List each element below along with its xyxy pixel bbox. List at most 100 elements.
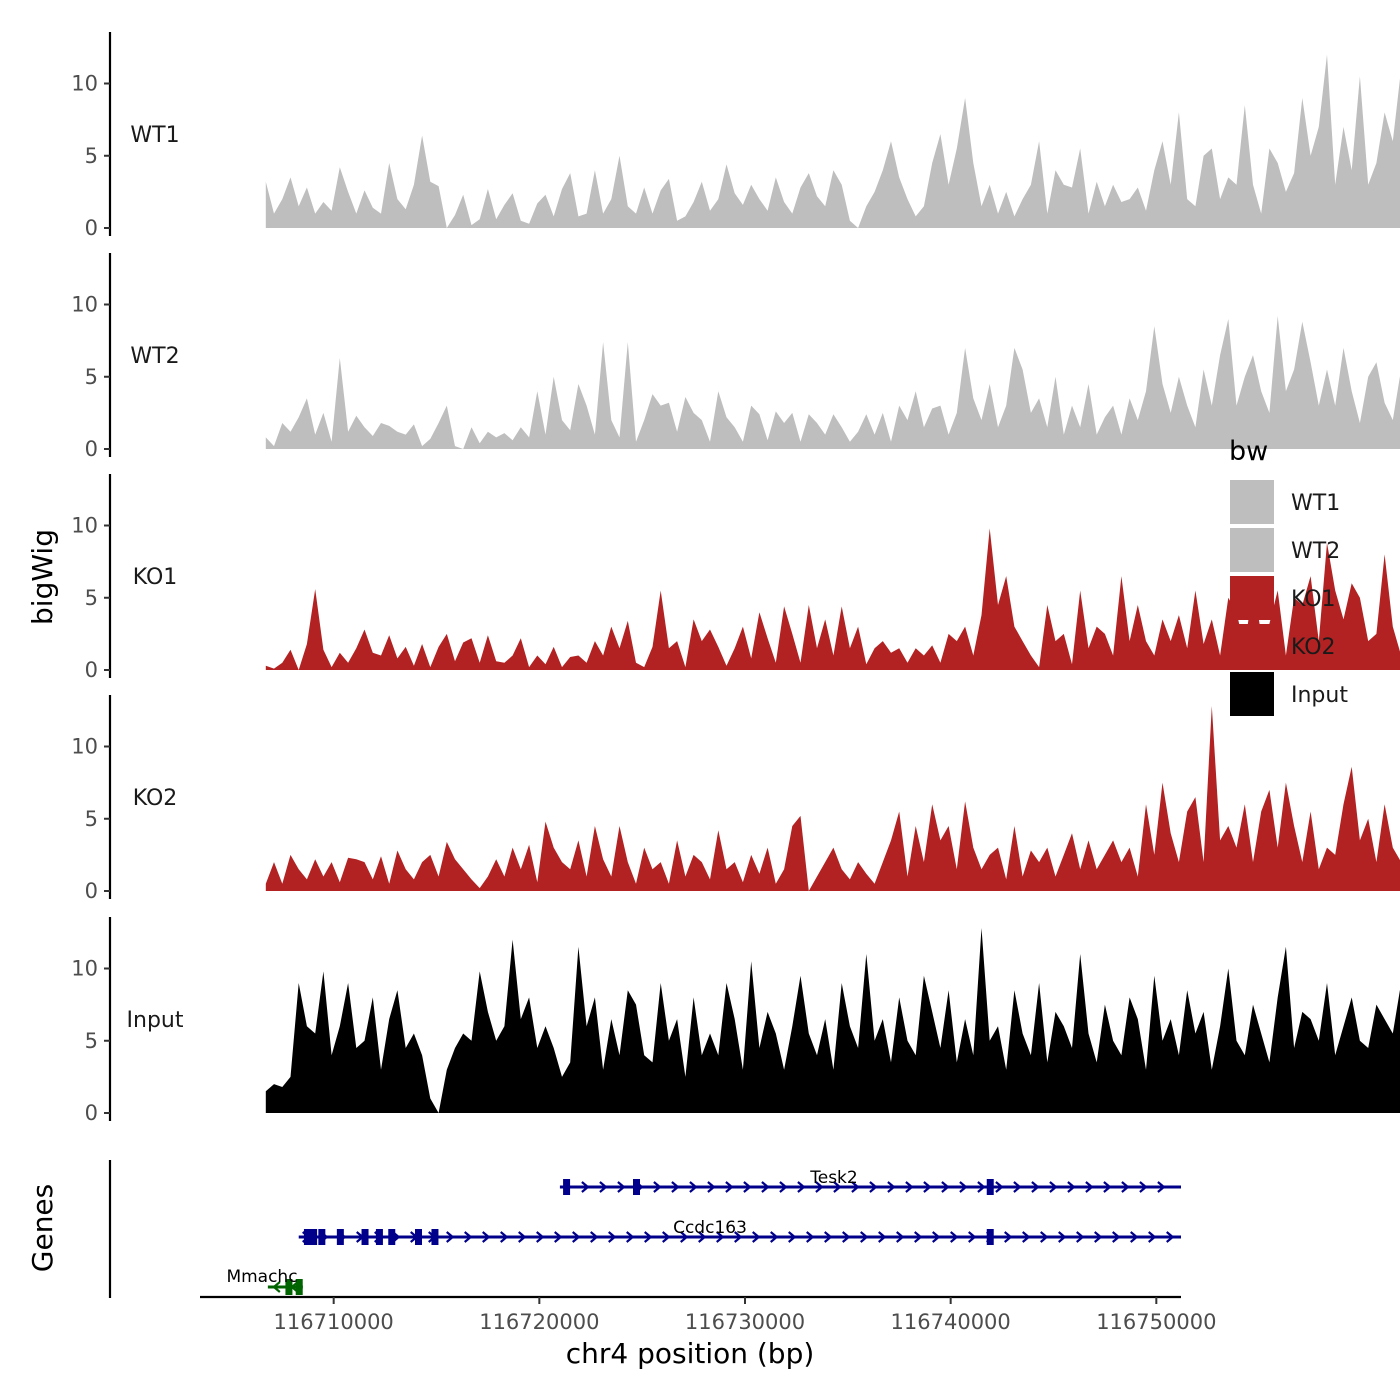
legend-swatch (1230, 480, 1274, 524)
exon (285, 1279, 293, 1295)
gene-label-mmachc: Mmachc (226, 1267, 297, 1287)
exon (310, 1229, 318, 1245)
y-tick-label: 5 (85, 1029, 98, 1053)
y-tick-label: 10 (71, 293, 98, 317)
strand-chevron (788, 1231, 797, 1243)
strand-chevron (590, 1231, 599, 1243)
strand-chevron (698, 1231, 707, 1243)
exon (986, 1179, 994, 1195)
x-axis-title: chr4 position (bp) (566, 1337, 815, 1370)
strand-chevron (617, 1181, 626, 1193)
strand-chevron (500, 1231, 509, 1243)
legend-label: KO2 (1291, 635, 1336, 660)
strand-chevron (662, 1231, 671, 1243)
strand-chevron (599, 1181, 608, 1193)
exon (431, 1229, 439, 1245)
strand-chevron (1031, 1181, 1040, 1193)
coverage-tracks: 0 5 10 WT1 0 5 10 WT2 0 5 10 KO1 0 5 10 KO2 0 5 10 Input (71, 32, 1400, 1125)
y-tick-label: 10 (71, 957, 98, 981)
y-tick-label: 0 (85, 658, 98, 682)
legend-swatch (1230, 528, 1274, 572)
coverage-area-ko1 (265, 528, 1400, 670)
track-ko1: 0 5 10 KO1 (71, 474, 1400, 682)
strand-chevron (1049, 1181, 1058, 1193)
strand-chevron (995, 1181, 1004, 1193)
legend-entry-ko1: KO1 (1230, 576, 1336, 620)
y-tick-label: 10 (71, 735, 98, 759)
strand-chevron (1121, 1181, 1130, 1193)
strand-chevron (518, 1231, 527, 1243)
strand-chevron (1103, 1181, 1112, 1193)
strand-chevron (743, 1181, 752, 1193)
exon (633, 1179, 640, 1195)
x-tick-label: 116740000 (891, 1310, 1011, 1334)
exon (986, 1229, 994, 1245)
strand-chevron (1130, 1231, 1139, 1243)
strand-chevron (1166, 1231, 1175, 1243)
strand-chevron (680, 1231, 689, 1243)
strand-chevron (950, 1231, 959, 1243)
gene-label-ccdc163: Ccdc163 (673, 1218, 747, 1238)
legend-swatch (1230, 576, 1274, 620)
strand-chevron (878, 1231, 887, 1243)
strand-chevron (707, 1181, 716, 1193)
strand-chevron (869, 1181, 878, 1193)
y-tick-label: 0 (85, 1101, 98, 1125)
strand-chevron (1004, 1231, 1013, 1243)
strand-chevron (572, 1231, 581, 1243)
strand-chevron (932, 1231, 941, 1243)
y-axis-title: bigWig (26, 529, 59, 625)
y-tick-label: 0 (85, 879, 98, 903)
strand-chevron (554, 1231, 563, 1243)
strand-chevron (734, 1231, 743, 1243)
x-tick-label: 116750000 (1096, 1310, 1216, 1334)
x-tick-label: 116720000 (479, 1310, 599, 1334)
strand-chevron (842, 1231, 851, 1243)
strand-chevron (1139, 1181, 1148, 1193)
strand-chevron (1148, 1231, 1157, 1243)
strand-chevron (1076, 1231, 1085, 1243)
strand-chevron (761, 1181, 770, 1193)
gene-label-tesk2: Tesk2 (809, 1168, 857, 1188)
strand-chevron (923, 1181, 932, 1193)
strand-chevron (896, 1231, 905, 1243)
strand-chevron (689, 1181, 698, 1193)
strand-chevron (1085, 1181, 1094, 1193)
legend-swatch (1230, 672, 1274, 716)
strand-chevron (725, 1181, 734, 1193)
y-tick-label: 5 (85, 586, 98, 610)
legend-entry-wt2: WT2 (1230, 528, 1340, 572)
strand-chevron (1040, 1231, 1049, 1243)
legend-entries: WT1 WT2 KO1 KO2 Input (1230, 480, 1348, 716)
track-input: 0 5 10 Input (71, 917, 1400, 1125)
strand-chevron (446, 1231, 455, 1243)
coverage-area-input (265, 928, 1400, 1113)
legend-label: KO1 (1291, 587, 1336, 612)
strand-chevron (608, 1231, 617, 1243)
exon (563, 1179, 571, 1195)
strand-chevron (1058, 1231, 1067, 1243)
x-axis: 116710000 116720000 116730000 116740000 1167… (200, 1295, 1216, 1334)
legend: bw WT1 WT2 KO1 KO2 Input (1229, 436, 1348, 716)
strand-chevron (536, 1231, 545, 1243)
strand-chevron (272, 1281, 281, 1293)
y-tick-label: 10 (71, 72, 98, 96)
genes-axis-title: Genes (26, 1184, 59, 1272)
strand-chevron (1067, 1181, 1076, 1193)
coverage-area-ko2 (265, 706, 1400, 891)
track-wt1: 0 5 10 WT1 (71, 32, 1400, 240)
x-tick-label: 116730000 (685, 1310, 805, 1334)
legend-label: Input (1291, 683, 1348, 708)
exon (415, 1229, 422, 1245)
strand-chevron (959, 1181, 968, 1193)
strand-chevron (482, 1231, 491, 1243)
y-tick-label: 5 (85, 144, 98, 168)
exon (318, 1229, 326, 1245)
genes-panel: Tesk2 Ccdc163 Mmachc (108, 1160, 1181, 1298)
strand-chevron (779, 1181, 788, 1193)
gene-mmachc: Mmachc (226, 1267, 303, 1295)
strand-chevron (626, 1231, 635, 1243)
strand-chevron (806, 1231, 815, 1243)
strand-chevron (797, 1181, 806, 1193)
exon (336, 1229, 344, 1245)
